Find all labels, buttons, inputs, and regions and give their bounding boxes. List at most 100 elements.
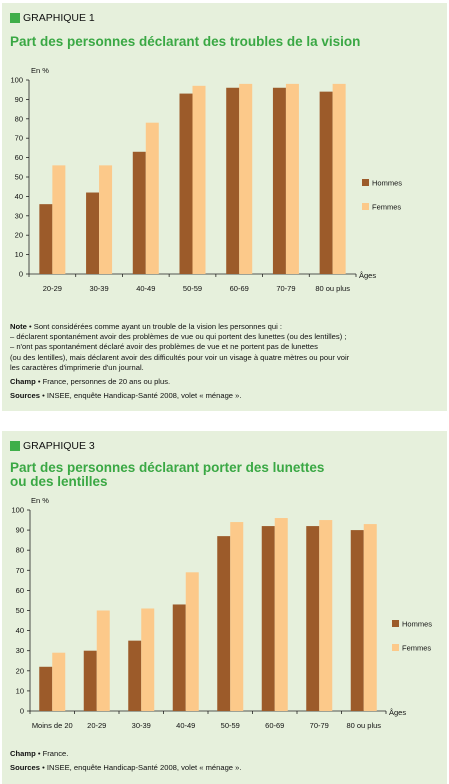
bar-hommes-20-29	[39, 204, 53, 274]
bar-hommes-20-29	[83, 650, 97, 711]
chart-notes-3: Champ • France. Sources • INSEE, enquête…	[10, 749, 440, 773]
note-line: (ou des lentilles), mais déclarent avoir…	[10, 352, 350, 362]
y-tick-label: 10	[15, 250, 23, 259]
champ-line: Champ • France.	[10, 749, 69, 758]
legend-swatch-hommes	[392, 620, 399, 627]
bar-femmes-40-49	[145, 122, 159, 275]
x-tick-label: 50-59	[183, 284, 202, 293]
y-tick-label: 30	[15, 211, 23, 220]
chart-title: Part des personnes déclarant des trouble…	[10, 35, 360, 49]
bar-femmes-80-ou-plus	[332, 83, 346, 274]
x-tick-label: 60-69	[265, 721, 284, 730]
bar-hommes-60-69	[226, 87, 240, 274]
x-tick-label: 80 ou plus	[315, 284, 350, 293]
bar-femmes-70-79	[285, 83, 299, 274]
x-tick-label: 40-49	[136, 284, 155, 293]
x-axis-label: Âges	[359, 271, 376, 280]
x-tick-label: 80 ou plus	[346, 721, 381, 730]
y-tick-label: 60	[15, 153, 23, 162]
bar-hommes-80-ou-plus	[350, 530, 364, 711]
bar-hommes-80-ou-plus	[319, 91, 333, 274]
bar-femmes-20-29	[96, 610, 110, 711]
y-tick-label: 90	[16, 526, 24, 535]
bar-femmes-80-ou-plus	[363, 524, 377, 711]
chart-tag-label: GRAPHIQUE 1	[23, 12, 95, 24]
legend-swatch-hommes	[362, 179, 369, 186]
x-tick-label: Moins de 20	[32, 721, 73, 730]
sources-text: INSEE, enquête Handicap-Santé 2008, vole…	[46, 763, 242, 773]
chart-notes-1: Note • Sont considérées comme ayant un t…	[10, 322, 440, 401]
chart-title-line: Part des personnes déclarant porter des …	[10, 460, 325, 475]
y-axis-unit-label: En %	[31, 496, 49, 505]
note-line: – déclarent spontanément avoir des probl…	[10, 332, 347, 342]
y-tick-label: 70	[15, 134, 23, 143]
bar-femmes-70-79	[319, 520, 333, 711]
legend-label-hommes: Hommes	[402, 620, 432, 629]
bar-femmes-60-69	[239, 83, 253, 274]
y-tick-label: 100	[10, 76, 23, 85]
y-tick-label: 50	[15, 173, 23, 182]
champ-line: Champ • France, personnes de 20 ans ou p…	[10, 377, 171, 387]
bar-hommes-40-49	[172, 604, 186, 711]
sources-text: INSEE, enquête Handicap-Santé 2008, vole…	[46, 391, 242, 401]
x-tick-label: 40-49	[176, 721, 195, 730]
champ-label: Champ	[10, 749, 36, 758]
y-tick-label: 20	[16, 666, 24, 675]
bar-chart-1: En % 0 10 20 30 40 50 60 70 80 90 100 20-29 30-39 40-4…	[2, 3, 447, 303]
chart-panel-1: GRAPHIQUE 1 Part des personnes déclarant…	[2, 3, 447, 411]
x-tick-label: 30-39	[132, 721, 151, 730]
champ-text: France, personnes de 20 ans ou plus.	[42, 377, 171, 387]
bar-hommes-40-49	[132, 151, 146, 274]
x-tick-label: 50-59	[221, 721, 240, 730]
chart-tag-label: GRAPHIQUE 3	[23, 440, 95, 452]
champ-text: France.	[42, 749, 69, 758]
bar-hommes-30-39	[86, 192, 100, 274]
y-tick-label: 0	[19, 270, 23, 279]
y-axis-unit-label: En %	[31, 66, 49, 75]
bar-chart-3-svg: En % 0 10 20 30 40 50 60 70 80 90 100 Moins de 20 20-…	[11, 496, 432, 730]
bar-femmes-30-39	[99, 165, 113, 274]
y-tick-label: 80	[16, 546, 24, 555]
bar-femmes-50-59	[192, 85, 206, 274]
y-tick-label: 80	[15, 114, 23, 123]
x-tick-label: 20-29	[87, 721, 106, 730]
note-line: – n'ont pas spontanément déclaré avoir d…	[10, 342, 318, 352]
y-tick-label: 40	[15, 192, 23, 201]
y-tick-label: 0	[20, 707, 24, 716]
sources-label: Sources	[10, 391, 40, 401]
y-tick-label: 30	[16, 646, 24, 655]
note-line: Note • Sont considérées comme ayant un t…	[10, 322, 282, 331]
x-tick-label: 20-29	[43, 284, 62, 293]
bar-hommes-70-79	[272, 87, 286, 274]
bar-chart-1-svg: En % 0 10 20 30 40 50 60 70 80 90 100 20-29 30-39 40-4…	[10, 66, 402, 293]
bar-hommes-70-79	[306, 526, 320, 711]
note-text: Sont considérées comme ayant un trouble …	[33, 322, 282, 331]
green-square-icon	[10, 13, 20, 23]
y-tick-label: 90	[15, 95, 23, 104]
legend-swatch-femmes	[362, 203, 369, 210]
bar-femmes-30-39	[141, 608, 155, 711]
bar-chart-3: En % 0 10 20 30 40 50 60 70 80 90 100 Moins de 20 20-…	[2, 431, 447, 731]
y-tick-label: 20	[15, 231, 23, 240]
bar-femmes-50-59	[230, 522, 244, 711]
bar-femmes-Moins-de-20	[52, 652, 66, 711]
y-tick-label: 50	[16, 606, 24, 615]
legend-label-femmes: Femmes	[402, 644, 431, 653]
champ-label: Champ	[10, 377, 36, 387]
note-line: les caractères d'imprimerie d'un journal…	[10, 362, 144, 372]
chart-panel-3: GRAPHIQUE 3 Part des personnes déclarant…	[2, 431, 447, 784]
sources-line: Sources • INSEE, enquête Handicap-Santé …	[10, 391, 242, 401]
legend-label-femmes: Femmes	[372, 203, 401, 212]
bar-hommes-60-69	[261, 526, 275, 711]
sources-label: Sources	[10, 763, 40, 773]
green-square-icon	[10, 441, 20, 451]
bar-hommes-50-59	[217, 536, 231, 711]
y-tick-label: 10	[16, 686, 24, 695]
chart-tag: GRAPHIQUE 1	[10, 12, 95, 24]
chart-title-line: ou des lentilles	[10, 474, 108, 489]
bar-hommes-50-59	[179, 93, 193, 274]
x-axis-label: Âges	[389, 708, 406, 717]
bar-hommes-30-39	[128, 640, 142, 711]
legend-swatch-femmes	[392, 644, 399, 651]
x-tick-label: 30-39	[89, 284, 108, 293]
